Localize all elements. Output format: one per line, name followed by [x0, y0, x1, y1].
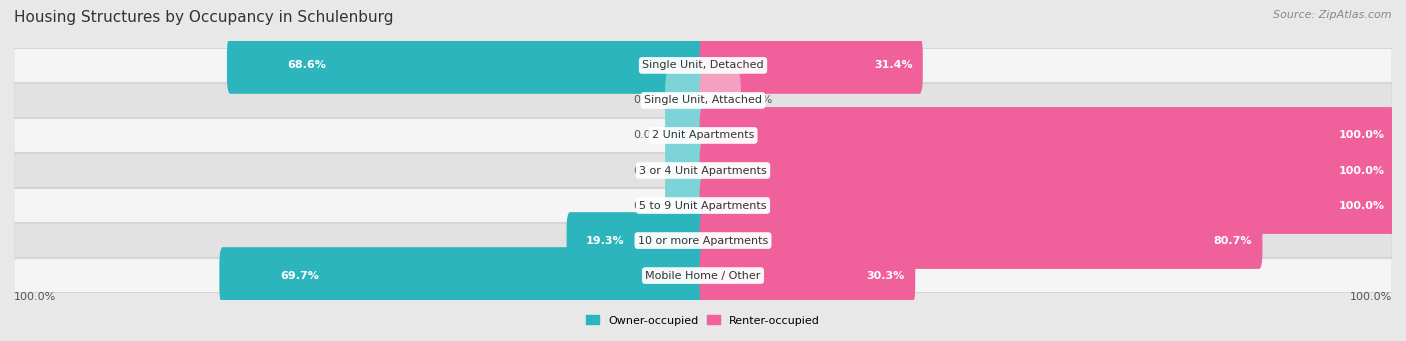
FancyBboxPatch shape [226, 37, 706, 94]
FancyBboxPatch shape [700, 212, 1263, 269]
Text: 0.0%: 0.0% [634, 131, 662, 140]
Text: Housing Structures by Occupancy in Schulenburg: Housing Structures by Occupancy in Schul… [14, 10, 394, 25]
Text: 10 or more Apartments: 10 or more Apartments [638, 236, 768, 246]
FancyBboxPatch shape [14, 154, 1392, 187]
Text: 31.4%: 31.4% [873, 60, 912, 71]
FancyBboxPatch shape [567, 212, 706, 269]
FancyBboxPatch shape [14, 49, 1392, 82]
Text: 5 to 9 Unit Apartments: 5 to 9 Unit Apartments [640, 201, 766, 210]
Text: 69.7%: 69.7% [280, 270, 319, 281]
FancyBboxPatch shape [700, 107, 1395, 164]
Legend: Owner-occupied, Renter-occupied: Owner-occupied, Renter-occupied [586, 315, 820, 326]
FancyBboxPatch shape [665, 72, 706, 129]
FancyBboxPatch shape [14, 259, 1392, 292]
FancyBboxPatch shape [219, 247, 706, 304]
Text: 100.0%: 100.0% [1350, 292, 1392, 302]
Text: Source: ZipAtlas.com: Source: ZipAtlas.com [1274, 10, 1392, 20]
FancyBboxPatch shape [665, 142, 706, 199]
FancyBboxPatch shape [700, 37, 922, 94]
FancyBboxPatch shape [700, 247, 915, 304]
Text: 2 Unit Apartments: 2 Unit Apartments [652, 131, 754, 140]
Text: 100.0%: 100.0% [1339, 165, 1385, 176]
Text: 0.0%: 0.0% [634, 95, 662, 105]
FancyBboxPatch shape [665, 107, 706, 164]
FancyBboxPatch shape [14, 189, 1392, 222]
FancyBboxPatch shape [700, 72, 741, 129]
FancyBboxPatch shape [14, 224, 1392, 257]
Text: 100.0%: 100.0% [1339, 131, 1385, 140]
FancyBboxPatch shape [665, 177, 706, 234]
FancyBboxPatch shape [14, 119, 1392, 152]
Text: Single Unit, Detached: Single Unit, Detached [643, 60, 763, 71]
Text: 0.0%: 0.0% [744, 95, 772, 105]
Text: 100.0%: 100.0% [1339, 201, 1385, 210]
FancyBboxPatch shape [700, 142, 1395, 199]
Text: 19.3%: 19.3% [586, 236, 624, 246]
FancyBboxPatch shape [700, 177, 1395, 234]
Text: 0.0%: 0.0% [634, 165, 662, 176]
Text: 30.3%: 30.3% [866, 270, 905, 281]
Text: Single Unit, Attached: Single Unit, Attached [644, 95, 762, 105]
Text: 100.0%: 100.0% [14, 292, 56, 302]
FancyBboxPatch shape [14, 84, 1392, 117]
Text: 68.6%: 68.6% [287, 60, 326, 71]
Text: 0.0%: 0.0% [634, 201, 662, 210]
Text: Mobile Home / Other: Mobile Home / Other [645, 270, 761, 281]
Text: 80.7%: 80.7% [1213, 236, 1253, 246]
Text: 3 or 4 Unit Apartments: 3 or 4 Unit Apartments [640, 165, 766, 176]
